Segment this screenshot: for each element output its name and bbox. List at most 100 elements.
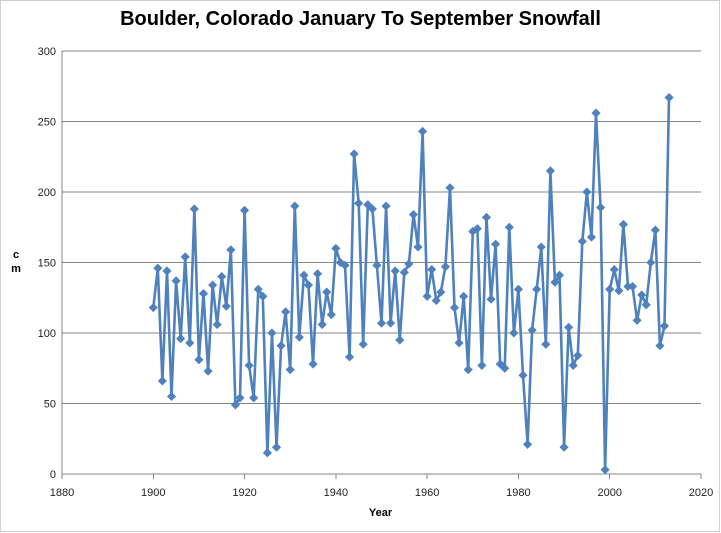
- data-point: [299, 270, 309, 280]
- data-point: [582, 187, 592, 197]
- data-point: [385, 318, 396, 328]
- data-point: [376, 318, 387, 328]
- data-point: [655, 341, 665, 351]
- x-tick-label: 1900: [141, 487, 165, 499]
- data-point: [358, 339, 368, 349]
- data-point: [431, 295, 441, 306]
- data-point: [317, 319, 327, 330]
- data-point: [614, 286, 624, 296]
- data-point: [221, 301, 231, 311]
- x-axis-label: Year: [369, 507, 393, 519]
- x-tick-label: 1940: [324, 487, 348, 499]
- data-point: [427, 264, 437, 275]
- data-point: [650, 225, 661, 235]
- data-point: [344, 352, 355, 362]
- data-point: [180, 252, 190, 262]
- y-tick-label: 250: [38, 117, 56, 129]
- y-tick-label: 200: [38, 187, 56, 199]
- data-point: [258, 291, 268, 301]
- data-point: [166, 391, 177, 402]
- data-point: [404, 259, 414, 269]
- data-point: [463, 365, 473, 375]
- series-line: [152, 97, 671, 472]
- data-point: [294, 332, 304, 342]
- data-point: [162, 266, 172, 276]
- data-point: [641, 300, 651, 310]
- data-point: [513, 284, 524, 294]
- data-point: [518, 370, 528, 380]
- data-point: [390, 266, 400, 276]
- data-point: [262, 448, 273, 458]
- data-point: [618, 219, 629, 230]
- data-point: [230, 400, 241, 410]
- data-point: [541, 339, 551, 349]
- data-point: [545, 166, 556, 176]
- data-point: [459, 291, 469, 301]
- data-point: [203, 366, 213, 376]
- data-point: [477, 360, 487, 371]
- data-point: [153, 263, 163, 273]
- data-point: [372, 260, 382, 270]
- data-point: [340, 260, 350, 270]
- data-point: [349, 149, 359, 159]
- data-point: [422, 291, 432, 301]
- data-point: [527, 325, 537, 335]
- data-point: [436, 287, 446, 297]
- y-tick-label: 300: [38, 46, 56, 58]
- data-point: [573, 350, 583, 361]
- data-point: [486, 294, 496, 304]
- data-point: [600, 465, 610, 475]
- data-point: [609, 264, 619, 275]
- data-point: [303, 280, 314, 290]
- data-point: [445, 183, 455, 193]
- chart-title: Boulder, Colorado January To September S…: [120, 8, 601, 30]
- x-tick-label: 1920: [232, 487, 256, 499]
- data-point: [522, 439, 533, 450]
- data-point: [331, 243, 341, 254]
- data-point: [280, 307, 291, 317]
- data-point: [577, 236, 587, 247]
- data-point: [354, 198, 364, 208]
- y-tick-label: 0: [50, 469, 56, 481]
- data-point: [235, 393, 245, 403]
- y-tick-label: 50: [44, 399, 56, 411]
- data-point: [244, 360, 254, 371]
- data-point: [504, 222, 514, 232]
- data-point: [500, 363, 510, 373]
- data-point: [632, 315, 642, 325]
- data-point: [413, 242, 423, 252]
- data-point: [550, 277, 560, 287]
- data-point: [659, 321, 670, 331]
- data-point: [212, 319, 222, 330]
- data-point: [176, 333, 186, 344]
- data-point: [509, 328, 519, 338]
- data-point: [189, 204, 200, 214]
- data-point: [367, 204, 378, 214]
- data-point: [171, 276, 181, 286]
- data-point: [381, 201, 391, 211]
- data-point: [532, 284, 542, 294]
- data-point: [148, 302, 158, 313]
- data-point: [271, 442, 282, 452]
- data-point: [207, 280, 218, 290]
- data-point: [637, 290, 647, 300]
- data-point: [276, 341, 286, 351]
- data-point: [226, 245, 236, 255]
- data-point: [285, 365, 295, 375]
- data-point: [308, 359, 318, 369]
- data-point: [395, 335, 405, 345]
- x-tick-label: 1880: [50, 487, 74, 499]
- data-point: [586, 232, 597, 242]
- data-point: [559, 442, 569, 452]
- y-tick-label: 150: [38, 258, 56, 270]
- data-point: [554, 270, 565, 280]
- data-point: [267, 328, 277, 338]
- data-point: [198, 288, 209, 299]
- x-tick-label: 1980: [506, 487, 530, 499]
- data-point: [563, 322, 574, 333]
- data-point: [472, 224, 483, 234]
- data-point: [417, 126, 428, 137]
- data-point: [399, 267, 409, 278]
